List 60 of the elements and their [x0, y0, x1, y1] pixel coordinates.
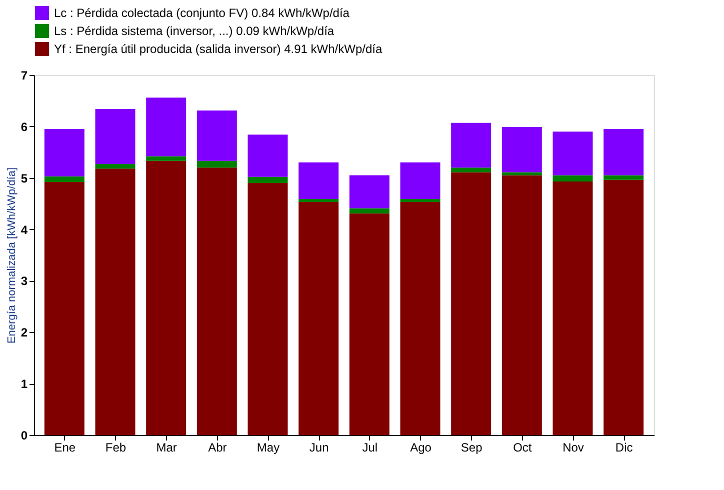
legend-label: Ls : Pérdida sistema (inversor, ...) 0.09 kWh/kWp/día — [54, 24, 334, 38]
bar — [604, 175, 644, 180]
x-tick-label: May — [256, 440, 280, 454]
bar — [400, 202, 440, 435]
bar — [400, 162, 440, 199]
bar — [604, 180, 644, 435]
y-tick-label: 7 — [20, 68, 28, 82]
bar — [248, 134, 288, 177]
x-tick-label: Abr — [208, 440, 227, 454]
bar — [248, 183, 288, 435]
bar — [451, 172, 492, 435]
x-tick-label: Oct — [513, 440, 532, 454]
x-tick-label: Ene — [54, 440, 76, 454]
bar — [248, 176, 288, 183]
y-tick-label: 1 — [20, 377, 28, 392]
legend-label: Yf : Energía útil producida (salida inversor) 4.91 kWh/kWp/día — [54, 42, 382, 56]
bar — [298, 202, 339, 435]
x-tick-label: Feb — [105, 440, 126, 454]
bar — [44, 182, 84, 435]
y-axis-title: Energía normalizada [kWh/kWp/día] — [6, 167, 18, 344]
bar — [400, 198, 440, 202]
y-tick-label: 6 — [20, 120, 28, 134]
bar — [451, 168, 492, 172]
bar — [349, 213, 390, 435]
bar — [298, 198, 339, 202]
bar — [146, 98, 186, 156]
bar — [95, 164, 136, 169]
y-tick-label: 5 — [20, 171, 28, 186]
bar — [196, 168, 237, 435]
bar — [196, 110, 237, 161]
bar — [95, 108, 136, 164]
bar — [44, 176, 84, 182]
bar — [552, 132, 593, 176]
bar — [502, 126, 542, 172]
x-tick-label: Mar — [156, 440, 177, 454]
bar — [552, 175, 593, 182]
bar — [552, 181, 593, 435]
x-tick-label: Jul — [362, 440, 378, 454]
x-tick-label: Jun — [309, 440, 329, 454]
bar — [146, 156, 186, 161]
y-tick-label: 3 — [20, 274, 28, 288]
x-tick-label: Sep — [460, 440, 483, 454]
bar — [95, 168, 136, 435]
bar — [502, 175, 542, 435]
y-tick-label: 2 — [20, 326, 28, 340]
bar — [196, 160, 237, 168]
x-tick-label: Nov — [562, 440, 584, 454]
legend-label: Lc : Pérdida colectada (conjunto FV) 0.84 kWh/kWp/día — [54, 6, 350, 20]
bar — [451, 122, 492, 168]
bar — [44, 129, 84, 176]
y-tick-label: 0 — [20, 428, 28, 442]
bar — [502, 172, 542, 176]
bar — [349, 175, 390, 208]
bar — [349, 208, 390, 214]
bar — [604, 129, 644, 176]
x-tick-label: Dic — [615, 440, 633, 454]
bar — [298, 162, 339, 199]
bar — [146, 160, 186, 435]
x-tick-label: Ago — [410, 440, 432, 454]
y-tick-label: 4 — [20, 222, 28, 237]
